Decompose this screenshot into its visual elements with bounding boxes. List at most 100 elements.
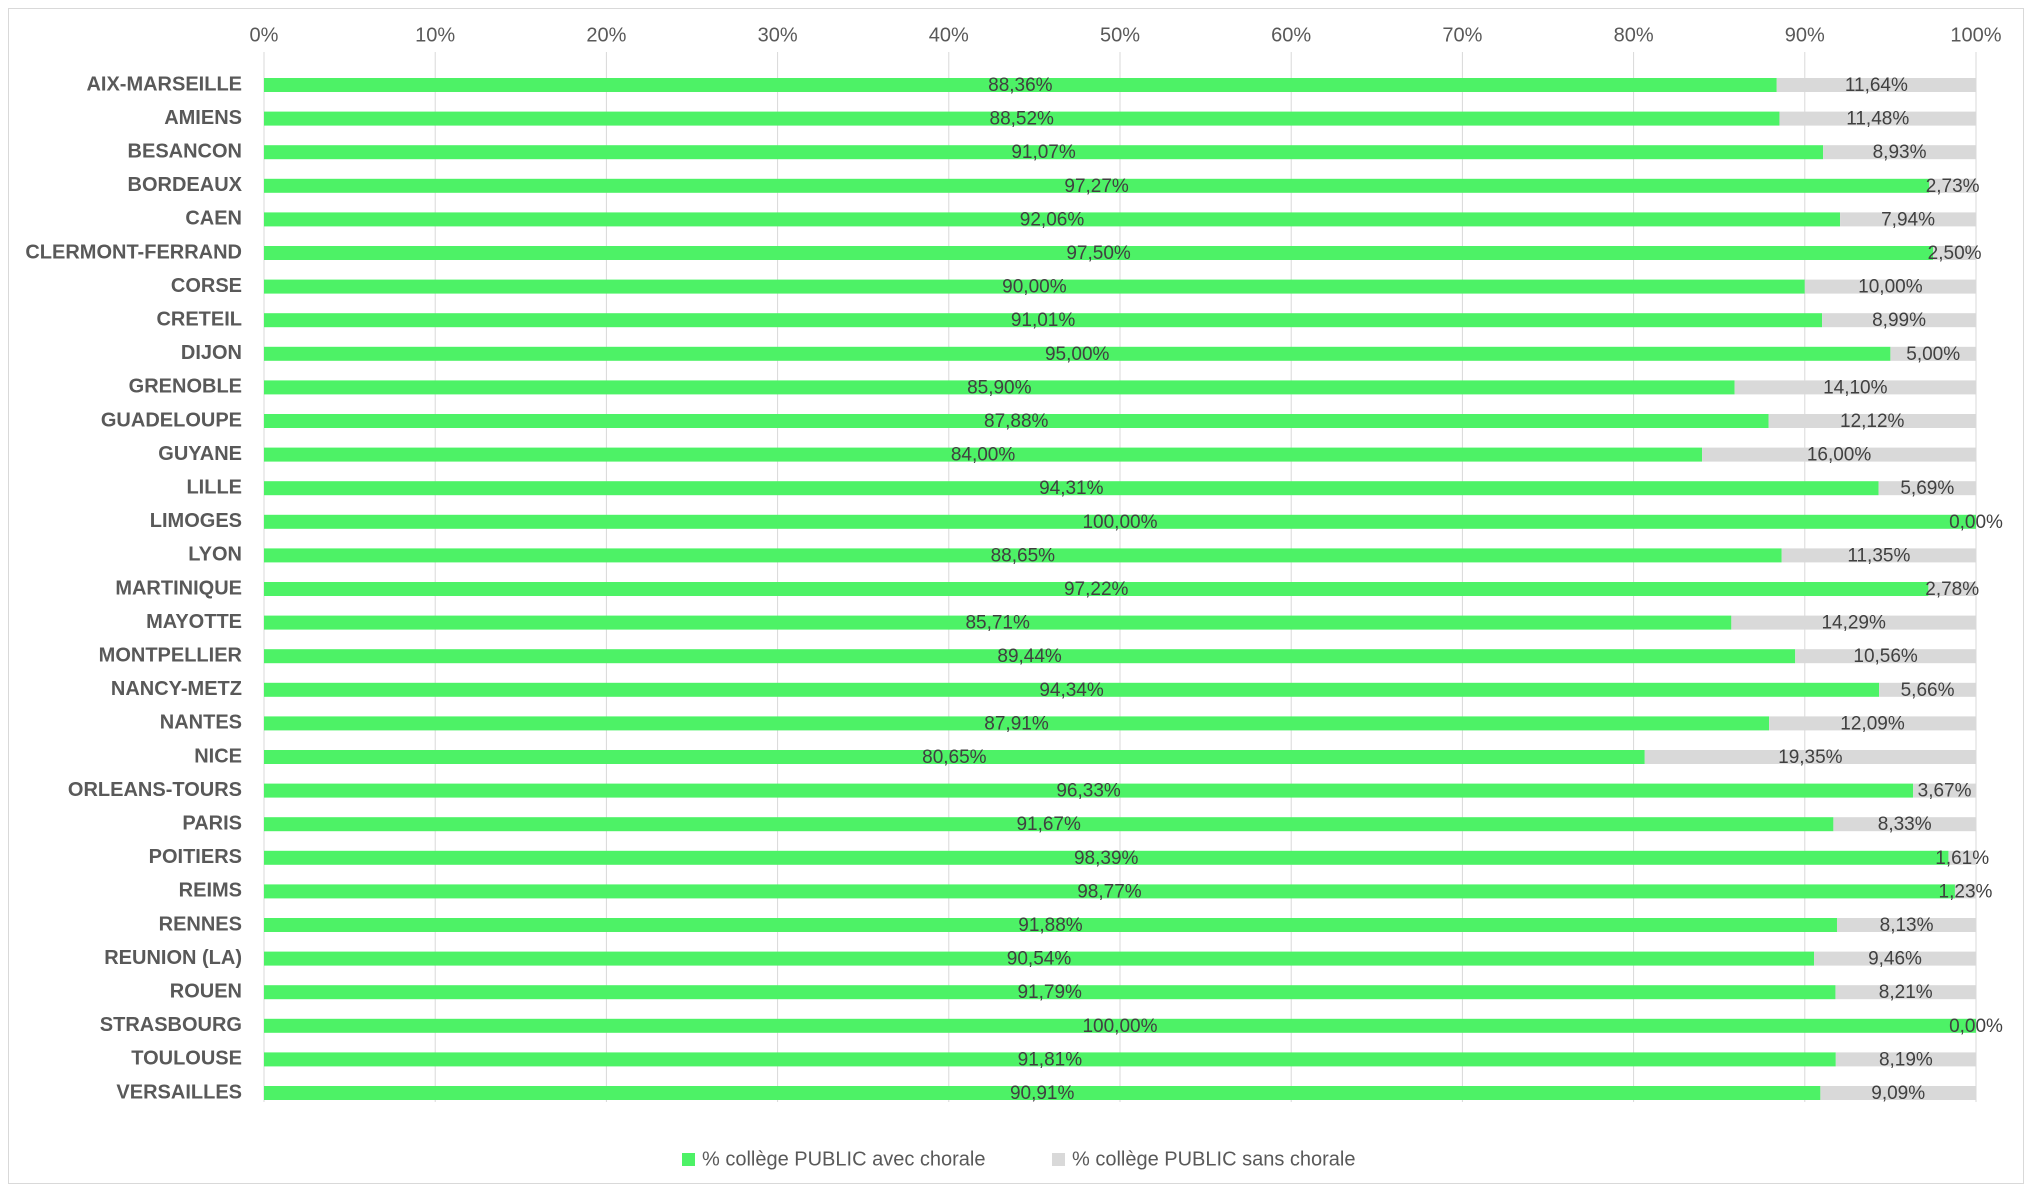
bar-without-chorale — [1731, 615, 1976, 630]
data-label-with-chorale: 91,07% — [1011, 142, 1076, 163]
bar-with-chorale — [264, 716, 1770, 731]
bar-without-chorale — [1836, 918, 1977, 932]
data-label-without-chorale: 1,61% — [1935, 848, 1989, 869]
x-tick-label: 100% — [1950, 24, 2001, 46]
category-label: MAYOTTE — [146, 611, 242, 633]
bar-without-chorale — [1702, 447, 1976, 462]
bar-without-chorale — [1822, 313, 1976, 328]
data-label-without-chorale: 2,78% — [1925, 579, 1979, 600]
data-label-without-chorale: 10,00% — [1858, 277, 1923, 298]
bar-with-chorale — [264, 682, 1880, 697]
data-label-with-chorale: 90,00% — [1002, 277, 1067, 298]
bar-without-chorale — [1820, 1086, 1976, 1100]
category-label: CRETEIL — [156, 308, 242, 330]
data-label-without-chorale: 8,19% — [1879, 1049, 1933, 1070]
data-label-without-chorale: 10,56% — [1853, 646, 1918, 667]
data-label-without-chorale: 5,66% — [1901, 680, 1955, 701]
data-label-with-chorale: 91,81% — [1018, 1049, 1083, 1070]
bar-with-chorale — [264, 313, 1823, 328]
bar-with-chorale — [264, 78, 1777, 92]
x-tick-label: 90% — [1785, 24, 1825, 46]
category-label: CLERMONT-FERRAND — [25, 241, 242, 263]
data-label-with-chorale: 87,91% — [984, 713, 1049, 734]
bar-without-chorale — [1804, 279, 1976, 294]
bar-without-chorale — [1768, 414, 1976, 428]
category-label: LILLE — [186, 476, 242, 498]
category-label: VERSAILLES — [116, 1081, 242, 1103]
data-label-with-chorale: 91,79% — [1017, 982, 1082, 1003]
data-label-without-chorale: 0,00% — [1949, 1016, 2003, 1037]
bar-with-chorale — [264, 884, 1955, 899]
bar-with-chorale — [264, 750, 1645, 764]
data-label-without-chorale: 8,99% — [1872, 310, 1926, 331]
data-label-without-chorale: 14,29% — [1821, 613, 1886, 634]
data-label-with-chorale: 100,00% — [1082, 1016, 1157, 1037]
data-label-with-chorale: 80,65% — [922, 747, 987, 768]
bar-with-chorale — [264, 1086, 1821, 1100]
data-label-with-chorale: 90,91% — [1010, 1083, 1075, 1104]
bar-with-chorale — [264, 1018, 1976, 1033]
bar-without-chorale — [1835, 985, 1976, 1000]
data-label-with-chorale: 100,00% — [1082, 512, 1157, 533]
data-label-with-chorale: 89,44% — [997, 646, 1062, 667]
bar-with-chorale — [264, 212, 1841, 227]
bar-with-chorale — [264, 615, 1732, 630]
x-tick-label: 20% — [586, 24, 626, 46]
x-tick-label: 60% — [1271, 24, 1311, 46]
category-label: RENNES — [159, 913, 242, 935]
category-label: LYON — [188, 544, 242, 566]
data-label-with-chorale: 88,52% — [990, 109, 1055, 130]
bar-with-chorale — [264, 380, 1735, 395]
category-label: NICE — [194, 745, 242, 767]
data-label-without-chorale: 1,23% — [1939, 881, 1993, 902]
data-label-with-chorale: 94,31% — [1039, 478, 1104, 499]
category-label: ORLEANS-TOURS — [68, 779, 242, 801]
data-label-without-chorale: 9,09% — [1871, 1083, 1925, 1104]
bar-without-chorale — [1833, 817, 1976, 832]
data-label-with-chorale: 98,39% — [1074, 848, 1139, 869]
category-label: BESANCON — [128, 140, 242, 162]
data-label-with-chorale: 91,88% — [1018, 915, 1083, 936]
bar-with-chorale — [264, 649, 1796, 664]
bar-without-chorale — [1913, 783, 1976, 798]
data-label-with-chorale: 97,50% — [1066, 243, 1131, 264]
category-label: TOULOUSE — [131, 1048, 242, 1070]
x-tick-label: 30% — [758, 24, 798, 46]
bar-without-chorale — [1814, 951, 1976, 966]
data-label-without-chorale: 12,09% — [1840, 713, 1905, 734]
bar-without-chorale — [1734, 380, 1976, 395]
data-label-without-chorale: 5,00% — [1906, 344, 1960, 365]
data-label-with-chorale: 94,34% — [1039, 680, 1104, 701]
data-label-with-chorale: 91,01% — [1011, 310, 1076, 331]
data-label-without-chorale: 16,00% — [1807, 445, 1872, 466]
bar-without-chorale — [1823, 145, 1976, 160]
data-label-with-chorale: 97,27% — [1064, 176, 1129, 197]
legend-item-without-chorale: % collège PUBLIC sans chorale — [1072, 1148, 1355, 1170]
data-label-without-chorale: 8,21% — [1879, 982, 1933, 1003]
bar-with-chorale — [264, 246, 1934, 260]
data-label-without-chorale: 11,48% — [1846, 109, 1909, 130]
category-label: ROUEN — [170, 980, 242, 1002]
category-label: GRENOBLE — [129, 376, 242, 398]
data-label-without-chorale: 9,46% — [1868, 949, 1922, 970]
category-label: PARIS — [182, 812, 242, 834]
category-label: GUADELOUPE — [101, 409, 242, 431]
data-label-with-chorale: 95,00% — [1045, 344, 1110, 365]
bar-with-chorale — [264, 582, 1929, 596]
x-tick-label: 40% — [929, 24, 969, 46]
category-label: REIMS — [179, 880, 242, 902]
bar-without-chorale — [1835, 1052, 1976, 1067]
bar-without-chorale — [1795, 649, 1976, 664]
data-label-without-chorale: 3,67% — [1918, 781, 1972, 802]
bar-with-chorale — [264, 985, 1836, 1000]
x-tick-label: 70% — [1442, 24, 1482, 46]
x-tick-label: 80% — [1614, 24, 1654, 46]
bar-with-chorale — [264, 918, 1837, 932]
bar-with-chorale — [264, 783, 1914, 798]
bar-with-chorale — [264, 481, 1879, 496]
category-label: BORDEAUX — [128, 174, 243, 196]
data-label-without-chorale: 11,64% — [1845, 75, 1908, 96]
category-label: CAEN — [185, 208, 242, 230]
bar-without-chorale — [1929, 178, 1976, 193]
